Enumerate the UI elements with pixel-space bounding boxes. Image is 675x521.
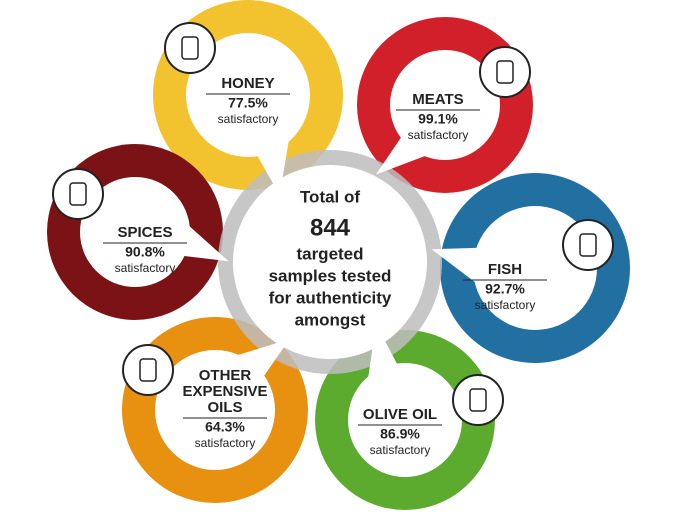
node-label: FISH	[488, 261, 522, 278]
center-text: 844	[310, 214, 351, 241]
node-value: 90.8%	[125, 244, 165, 260]
speech-tail	[181, 223, 229, 262]
node-value: 99.1%	[418, 111, 458, 127]
icon-badge	[164, 22, 216, 74]
ring-inner	[348, 363, 462, 477]
icon	[496, 60, 514, 84]
icon-badge	[562, 219, 614, 271]
center-text: targeted	[296, 244, 363, 263]
ring-inner	[80, 177, 190, 287]
center-text: Total of	[300, 187, 360, 206]
node-label: MEATS	[412, 91, 463, 108]
center-text: for authenticity	[269, 288, 392, 307]
node-value: 86.9%	[380, 426, 420, 442]
node-note: satisfactory	[408, 128, 469, 142]
icon-badge	[52, 168, 104, 220]
icon	[469, 388, 487, 412]
node-note: satisfactory	[195, 436, 256, 450]
speech-tail	[431, 247, 480, 285]
center-circle	[233, 165, 427, 359]
node-label: OTHER	[199, 367, 252, 384]
center-text: amongst	[295, 310, 366, 329]
node-value: 92.7%	[485, 281, 525, 297]
node-label: HONEY	[221, 75, 274, 92]
node-label: SPICES	[117, 224, 172, 241]
node-note: satisfactory	[218, 112, 279, 126]
ring-inner	[186, 33, 310, 157]
ring-inner	[155, 350, 275, 470]
icon	[69, 182, 87, 206]
node-note: satisfactory	[115, 261, 176, 275]
icon-badge	[452, 374, 504, 426]
icon	[579, 233, 597, 257]
icon	[139, 358, 157, 382]
icon-badge	[479, 46, 531, 98]
node-value: 64.3%	[205, 419, 245, 435]
speech-tail	[375, 135, 430, 175]
node-label: OLIVE OIL	[363, 406, 437, 423]
node-note: satisfactory	[370, 443, 431, 457]
icon	[181, 36, 199, 60]
center-text: samples tested	[269, 266, 392, 285]
node-note: satisfactory	[475, 298, 536, 312]
speech-tail	[367, 324, 399, 381]
speech-tail	[256, 137, 290, 196]
node-label: EXPENSIVE	[182, 383, 267, 400]
icon-badge	[122, 344, 174, 396]
node-label: OILS	[207, 399, 242, 416]
node-value: 77.5%	[228, 95, 268, 111]
ring-inner	[390, 50, 500, 160]
speech-tail	[234, 339, 290, 379]
